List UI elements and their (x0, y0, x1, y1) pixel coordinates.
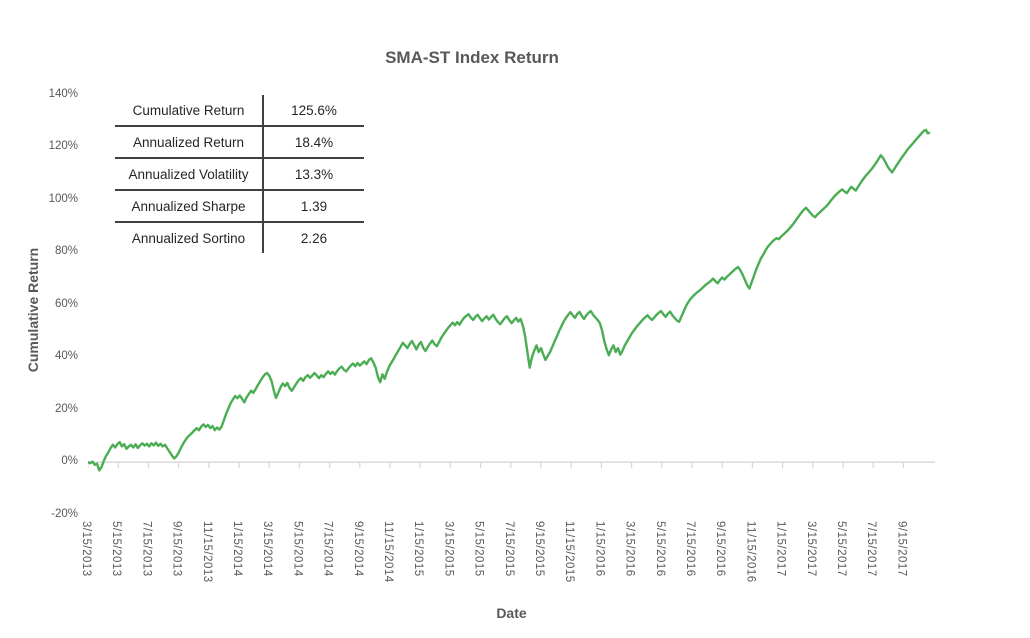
x-tick-label: 1/15/2014 (231, 521, 243, 577)
y-tick-label: 0% (61, 455, 78, 468)
x-tick-label: 9/15/2017 (895, 521, 908, 577)
x-tick-label: 9/15/2016 (714, 521, 727, 577)
stats-row: Annualized Volatility 13.3% (115, 157, 364, 189)
x-tick-label: 9/15/2014 (351, 521, 364, 577)
x-tick-label: 5/15/2014 (291, 521, 304, 577)
y-tick-label: 20% (54, 402, 78, 415)
x-tick-label: 7/15/2014 (321, 521, 334, 577)
stats-row: Annualized Sharpe 1.39 (115, 189, 364, 221)
x-tick-label: 7/15/2013 (140, 521, 153, 577)
stat-value: 125.6% (262, 95, 364, 125)
x-tick-label: 3/15/2016 (623, 521, 636, 577)
x-tick-label: 1/15/2017 (774, 521, 787, 577)
y-tick-label: 120% (48, 140, 78, 153)
x-tick-label: 1/15/2016 (593, 521, 606, 577)
x-tick-label: 1/15/2015 (412, 521, 425, 577)
x-tick-label: 3/15/2013 (80, 521, 92, 577)
x-tick-label: 9/15/2013 (170, 521, 183, 577)
x-tick-label: 3/15/2017 (804, 521, 817, 577)
x-tick-label: 7/15/2015 (502, 521, 515, 577)
x-tick-label: 7/15/2017 (865, 521, 878, 577)
y-axis-tick-labels: 140% 120% 100% 80% 60% 40% 20% 0% -20% (18, 88, 78, 522)
stats-row: Cumulative Return 125.6% (115, 95, 364, 125)
stat-label: Annualized Return (132, 134, 245, 150)
return-series-line (88, 128, 931, 472)
x-tick-label: 5/15/2015 (472, 521, 485, 577)
y-tick-label: 140% (48, 88, 78, 100)
x-tick-label: 7/15/2016 (684, 521, 696, 577)
stats-table: Cumulative Return 125.6% Annualized Retu… (115, 95, 364, 253)
stat-value: 13.3% (262, 159, 364, 189)
x-tick-label: 11/15/2014 (382, 521, 394, 583)
stat-label: Annualized Sharpe (131, 198, 246, 214)
y-tick-label: 40% (54, 350, 78, 363)
x-tick-label: 9/15/2015 (533, 521, 545, 577)
x-tick-label: 3/15/2015 (442, 521, 455, 577)
x-tick-label: 5/15/2017 (835, 521, 847, 577)
stat-label: Annualized Volatility (128, 166, 249, 182)
x-tick-label: 5/15/2013 (110, 521, 123, 577)
stat-label: Cumulative Return (132, 102, 245, 118)
x-tick-label: 5/15/2016 (653, 521, 666, 577)
y-tick-label: 60% (54, 297, 78, 310)
y-tick-label: 80% (54, 245, 78, 258)
stat-value: 1.39 (262, 191, 364, 221)
x-tick-label: 11/15/2013 (200, 521, 213, 583)
stats-row: Annualized Sortino 2.26 (115, 221, 364, 253)
stats-row: Annualized Return 18.4% (115, 125, 364, 157)
x-axis-tick-labels: 3/15/2013 5/15/2013 7/15/2013 9/15/2013 11/1… (80, 521, 948, 611)
stat-value: 2.26 (262, 223, 364, 253)
x-tick-label: 11/15/2015 (563, 521, 576, 583)
x-tick-label: 3/15/2014 (261, 521, 274, 577)
chart-plot-area (88, 128, 935, 472)
chart-title: SMA-ST Index Return (385, 48, 559, 67)
x-axis-title: Date (496, 605, 527, 621)
y-tick-label: 100% (48, 192, 78, 205)
stat-value: 18.4% (262, 127, 364, 157)
stat-label: Annualized Sortino (131, 230, 246, 246)
x-tick-label: 11/15/2016 (744, 521, 757, 583)
y-tick-label: -20% (51, 507, 78, 520)
